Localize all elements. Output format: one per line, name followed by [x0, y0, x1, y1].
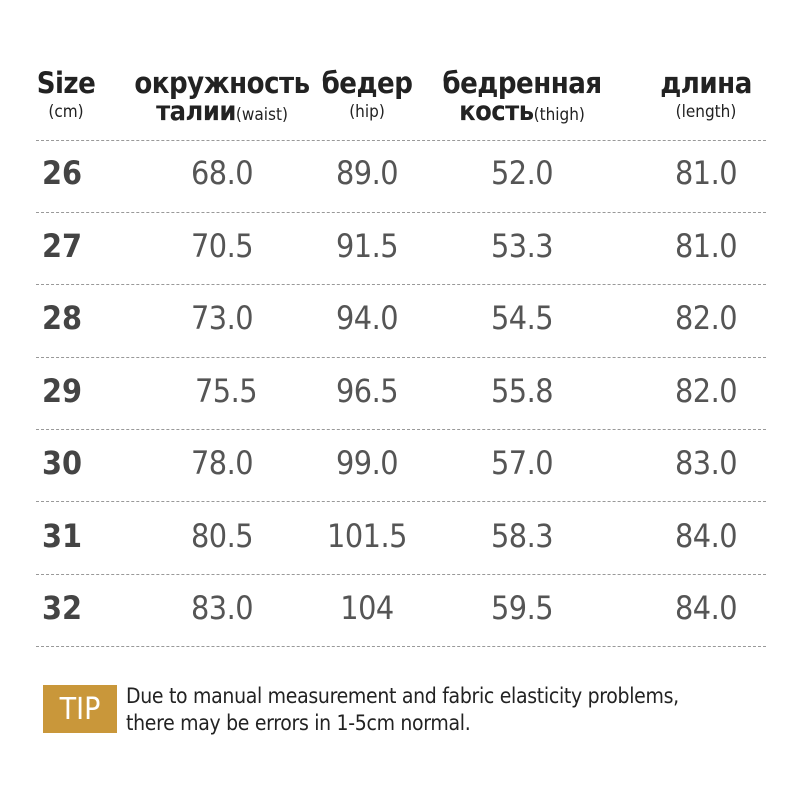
divider	[36, 573, 766, 575]
cell-value: 81.0	[674, 226, 738, 265]
header-sub-bold: кость	[459, 96, 534, 127]
cell-value: 75.5	[194, 371, 258, 410]
cell-value: 84.0	[674, 589, 738, 627]
header-sub-0: (cm)	[48, 102, 83, 122]
header-sub-3: кость(thigh)	[459, 96, 585, 127]
header-1: окружность	[134, 66, 310, 100]
cell-value: 59.5	[490, 589, 554, 627]
size-label: 31	[42, 516, 83, 555]
cell-value: 89.0	[335, 154, 399, 192]
cell-value: 83.0	[190, 589, 254, 627]
divider	[36, 428, 766, 430]
header-sub-bold: талии	[156, 96, 236, 127]
tip-badge: TIP	[43, 685, 117, 733]
header-2: бедер	[321, 66, 413, 100]
divider	[36, 501, 766, 503]
cell-value: 99.0	[335, 444, 399, 482]
divider	[36, 140, 766, 141]
cell-value: 81.0	[674, 154, 738, 192]
cell-value: 80.5	[190, 516, 254, 555]
size-label: 26	[42, 154, 83, 192]
cell-value: 54.5	[490, 299, 554, 337]
cell-value: 68.0	[190, 154, 254, 192]
tip-text-line1: Due to manual measurement and fabric ela…	[126, 684, 679, 708]
cell-value: 83.0	[674, 444, 738, 482]
divider	[36, 284, 766, 286]
cell-value: 84.0	[674, 516, 738, 555]
header-sub-2: (hip)	[349, 102, 385, 122]
tip-text-line2: there may be errors in 1-5cm normal.	[126, 711, 471, 735]
size-label: 27	[42, 226, 83, 265]
cell-value: 58.3	[490, 516, 554, 555]
cell-value: 96.5	[335, 371, 399, 410]
cell-value: 55.8	[490, 371, 554, 410]
header-4: длина	[660, 66, 752, 100]
header-sub-4: (length)	[676, 102, 737, 122]
cell-value: 82.0	[674, 299, 738, 337]
header-sub-text: (hip)	[349, 102, 385, 122]
header-sub-text: (thigh)	[533, 105, 585, 125]
header-sub-text: (cm)	[48, 102, 84, 122]
cell-value: 82.0	[674, 371, 738, 410]
cell-value: 94.0	[335, 299, 399, 337]
cell-value: 78.0	[190, 444, 254, 482]
cell-value: 70.5	[190, 226, 254, 265]
header-0: Size	[36, 66, 96, 100]
size-label: 28	[42, 299, 83, 337]
size-label: 30	[42, 444, 83, 482]
divider	[36, 212, 766, 213]
size-label: 32	[42, 589, 83, 627]
cell-value: 91.5	[335, 226, 399, 265]
cell-value: 73.0	[190, 299, 254, 337]
divider	[36, 356, 766, 358]
size-label: 29	[42, 371, 83, 410]
header-sub-1: талии(waist)	[156, 96, 288, 127]
cell-value: 53.3	[490, 226, 554, 265]
header-sub-text: (length)	[675, 102, 737, 122]
cell-value: 57.0	[490, 444, 554, 482]
cell-value: 104	[340, 589, 394, 627]
header-sub-text: (waist)	[235, 105, 288, 125]
cell-value: 101.5	[327, 516, 407, 555]
cell-value: 52.0	[490, 154, 554, 192]
divider	[36, 645, 766, 647]
header-3: бедренная	[442, 66, 602, 100]
